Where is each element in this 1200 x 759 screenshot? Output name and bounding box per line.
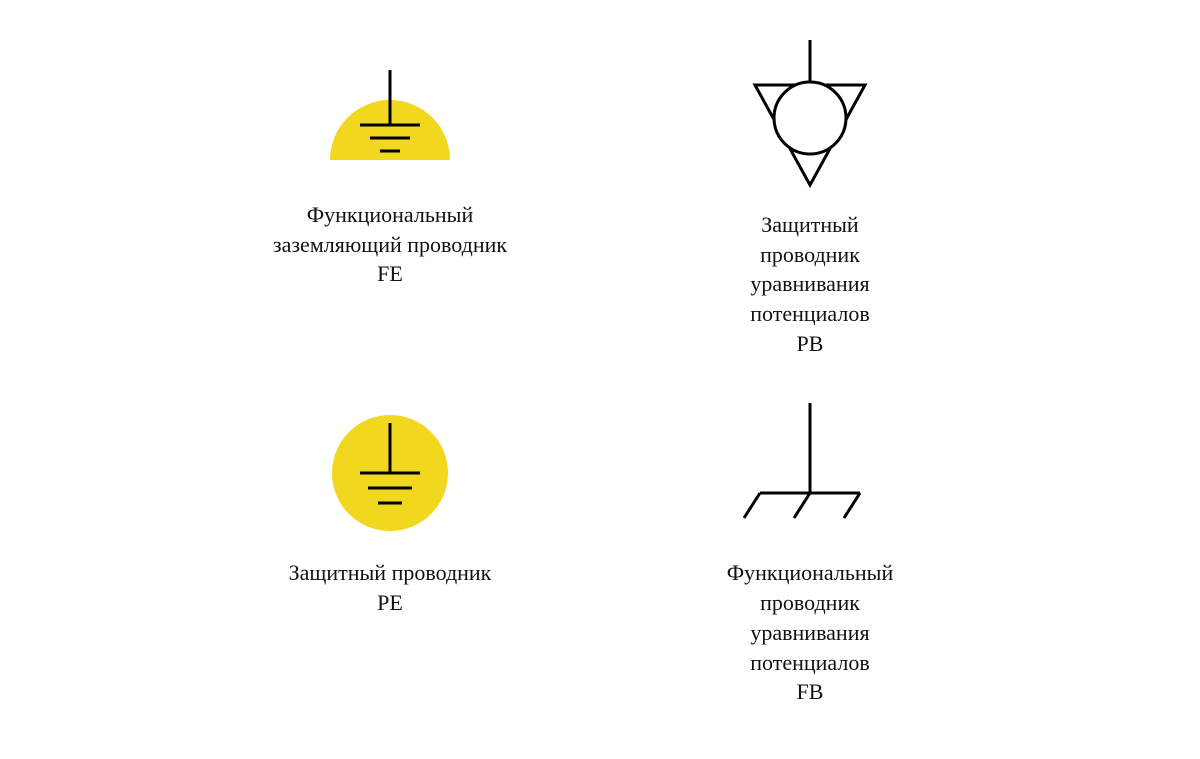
fe-icon <box>300 30 480 180</box>
symbol-grid: Функциональный заземляющий проводник FE … <box>200 0 1000 707</box>
symbol-pe <box>310 388 470 538</box>
cell-fb: Функциональный проводник уравнивания пот… <box>620 388 1000 706</box>
label-pb: Защитный проводник уравнивания потенциал… <box>750 210 870 358</box>
symbol-fb <box>730 388 890 538</box>
fb-icon <box>730 388 890 538</box>
cell-fe: Функциональный заземляющий проводник FE <box>200 30 580 358</box>
symbol-pb <box>730 30 890 190</box>
symbol-fe <box>300 30 480 180</box>
cell-pb: Защитный проводник уравнивания потенциал… <box>620 30 1000 358</box>
label-pe: Защитный проводник PE <box>289 558 492 617</box>
label-fb: Функциональный проводник уравнивания пот… <box>727 558 893 706</box>
pb-icon <box>730 30 890 190</box>
pe-icon <box>310 388 470 538</box>
cell-pe: Защитный проводник PE <box>200 388 580 706</box>
label-fe: Функциональный заземляющий проводник FE <box>273 200 507 289</box>
